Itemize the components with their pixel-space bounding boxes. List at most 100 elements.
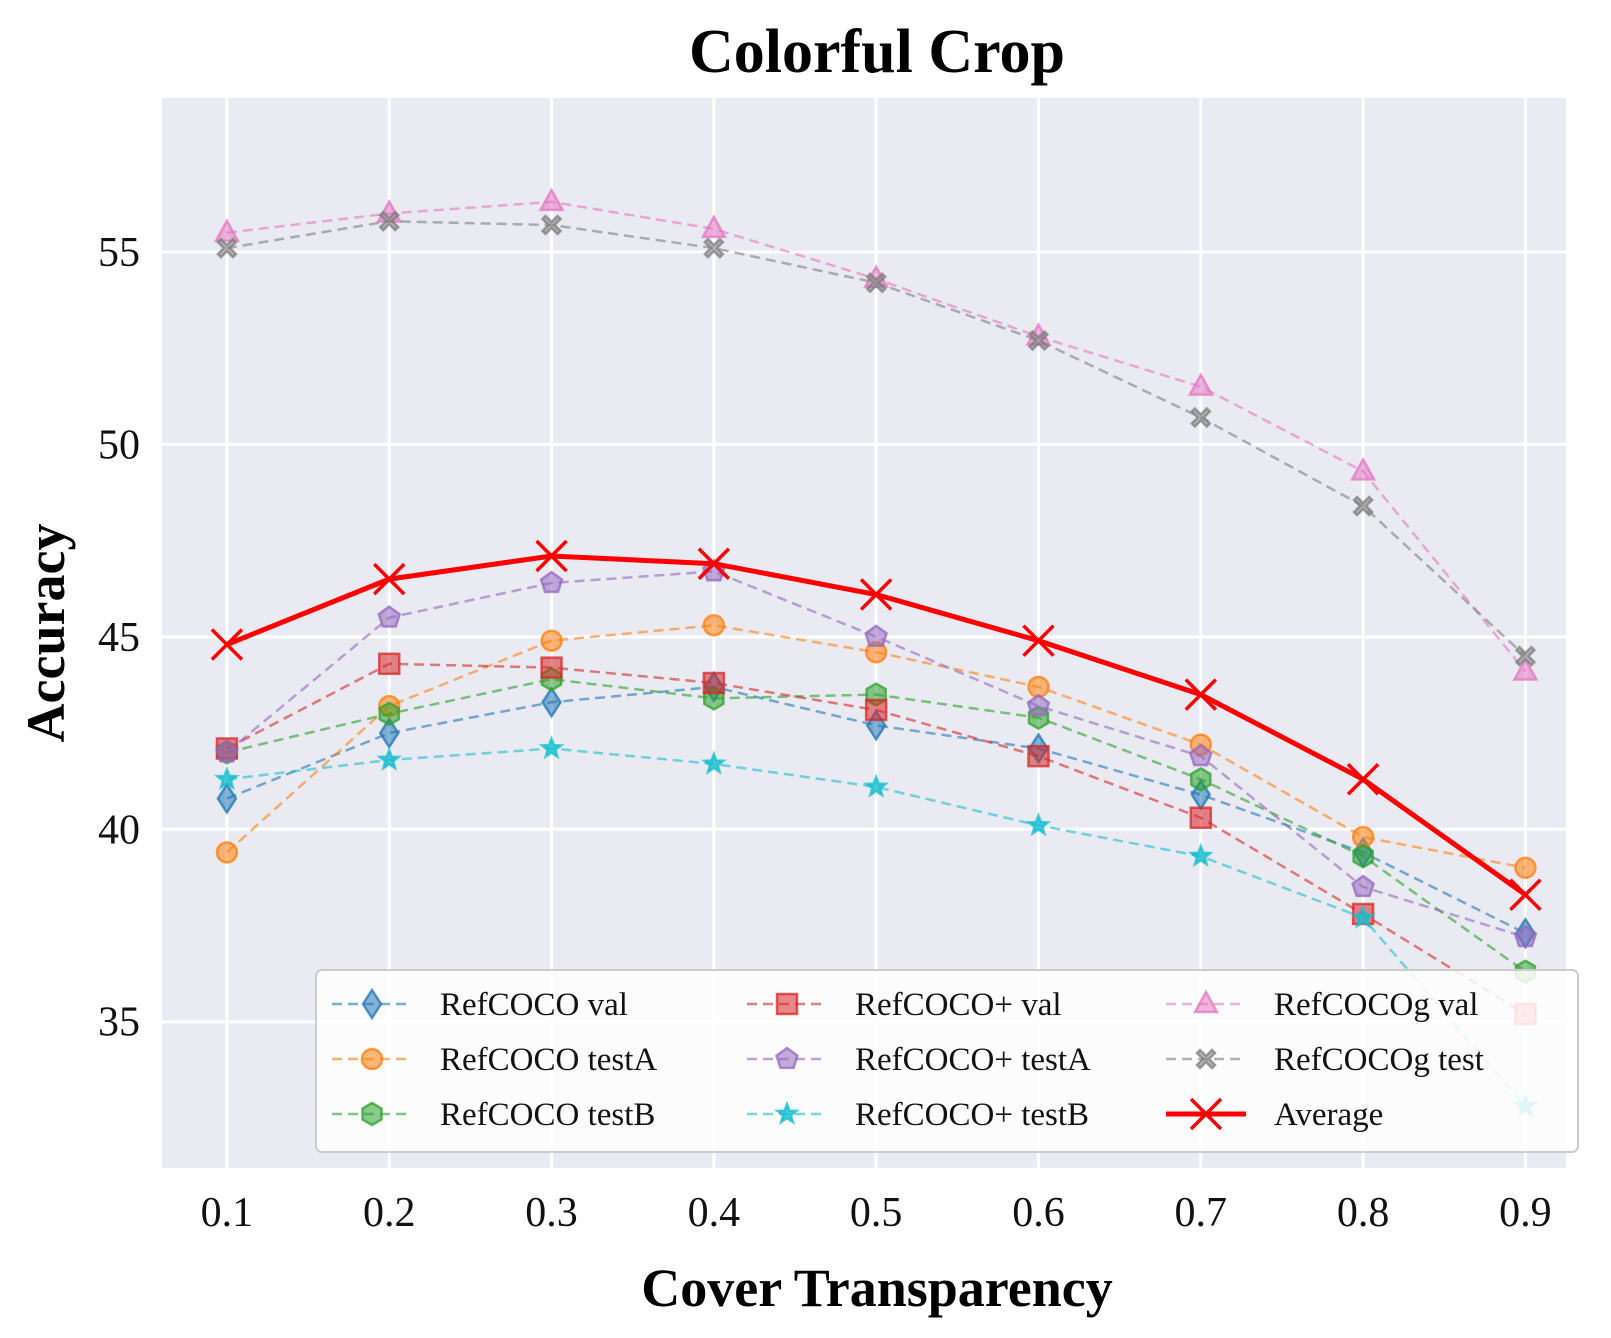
y-axis-label: Accuracy	[16, 524, 76, 743]
data-point	[697, 547, 731, 580]
data-point	[215, 739, 239, 763]
data-point	[377, 652, 401, 676]
data-point	[1025, 811, 1052, 837]
series-line	[226, 685, 1526, 935]
x-tick-label: 0.4	[688, 1190, 741, 1236]
legend-marker	[775, 1046, 799, 1070]
legend-label: RefCOCO+ testA	[855, 1042, 1091, 1078]
legend-label: RefCOCOg val	[1274, 987, 1478, 1023]
data-point	[1026, 693, 1051, 717]
legend-marker	[1192, 989, 1220, 1014]
legend-item-refcoco-testb: RefCOCO testB	[332, 1097, 655, 1133]
x-tick-label: 0.5	[850, 1190, 903, 1236]
data-point	[535, 539, 568, 573]
data-point	[539, 570, 564, 594]
legend-label: RefCOCO testB	[440, 1097, 655, 1133]
data-point	[214, 765, 240, 791]
legend-item-refcocoplus-val: RefCOCO+ val	[747, 987, 1062, 1023]
data-point	[1022, 624, 1055, 657]
data-point	[1352, 843, 1374, 869]
y-tick-label: 55	[98, 230, 140, 276]
x-tick-label: 0.2	[363, 1190, 416, 1236]
data-point	[1350, 904, 1376, 929]
y-tick-label: 50	[98, 422, 140, 468]
x-tick-label: 0.3	[525, 1190, 578, 1236]
legend-item-refcocoplus-testa: RefCOCO+ testA	[747, 1042, 1091, 1078]
data-point	[538, 734, 565, 760]
series-average	[210, 539, 1542, 911]
legend-marker	[360, 1047, 384, 1071]
data-point	[863, 773, 890, 798]
data-point	[1188, 743, 1213, 767]
series-refcocoplus-testa	[215, 558, 1538, 948]
x-tick-label: 0.1	[201, 1190, 254, 1236]
data-point	[216, 782, 238, 815]
legend-label: RefCOCOg test	[1274, 1042, 1484, 1078]
data-point	[540, 214, 563, 236]
legend-item-refcoco-val: RefCOCO val	[332, 987, 628, 1023]
legend: RefCOCO val RefCOCO testA RefCOCO testB Ref…	[315, 969, 1579, 1153]
legend-label: RefCOCO+ testB	[855, 1097, 1089, 1133]
x-tick-label: 0.9	[1499, 1190, 1552, 1236]
data-point	[1514, 856, 1537, 880]
legend-label: RefCOCO testA	[440, 1042, 657, 1078]
legend-box	[315, 969, 1579, 1153]
legend-item-average: Average	[1166, 1097, 1383, 1133]
legend-label: RefCOCO val	[440, 987, 628, 1023]
legend-marker	[774, 1100, 800, 1125]
data-point	[1187, 372, 1214, 396]
data-point	[864, 624, 889, 647]
data-point	[703, 237, 725, 259]
legend-marker	[1195, 1048, 1217, 1070]
data-point	[1351, 874, 1376, 898]
data-point	[1346, 763, 1380, 796]
x-tick-label: 0.8	[1337, 1190, 1390, 1236]
x-axis-label: Cover Transparency	[641, 1258, 1113, 1318]
x-ticks: 0.1 0.2 0.3 0.4 0.5 0.6 0.7 0.8 0.9	[201, 1190, 1552, 1236]
data-point	[1190, 406, 1212, 429]
legend-marker	[361, 987, 383, 1021]
series-line	[226, 747, 1527, 1108]
y-ticks: 35 40 45 50 55	[98, 230, 140, 1046]
data-point	[1184, 678, 1218, 711]
data-point	[1187, 842, 1214, 868]
data-point	[215, 841, 239, 864]
data-point	[541, 685, 563, 719]
data-point	[1027, 744, 1050, 768]
data-point	[700, 214, 727, 239]
data-point	[376, 746, 403, 771]
data-point	[378, 701, 401, 727]
legend-item-refcoco-testa: RefCOCO testA	[332, 1042, 657, 1078]
y-tick-label: 40	[98, 807, 140, 853]
data-point	[372, 562, 406, 596]
data-point	[1190, 766, 1212, 792]
data-point	[701, 750, 727, 775]
chart-title: Colorful Crop	[689, 18, 1065, 86]
data-point	[1514, 645, 1537, 667]
data-point	[213, 218, 241, 242]
data-point	[1027, 329, 1050, 352]
data-point	[538, 187, 565, 212]
series-refcocog-test	[216, 210, 1537, 667]
data-point	[540, 656, 563, 679]
data-point	[540, 629, 563, 652]
data-point	[377, 605, 402, 628]
data-point	[865, 271, 887, 294]
y-tick-label: 35	[98, 1000, 140, 1046]
x-tick-label: 0.7	[1175, 1190, 1228, 1236]
data-point	[378, 210, 401, 232]
legend-marker	[361, 1101, 383, 1127]
series-refcocoplus-testb	[214, 734, 1539, 1118]
data-point	[1513, 924, 1538, 948]
x-tick-label: 0.6	[1012, 1190, 1065, 1236]
y-tick-label: 45	[98, 615, 140, 661]
legend-label: RefCOCO+ val	[855, 987, 1062, 1023]
data-point	[1509, 878, 1542, 911]
data-point	[702, 614, 726, 637]
data-point	[859, 578, 893, 611]
data-point	[1189, 806, 1213, 829]
legend-label: Average	[1274, 1097, 1383, 1133]
legend-marker	[1189, 1097, 1223, 1131]
data-point	[1352, 495, 1374, 517]
